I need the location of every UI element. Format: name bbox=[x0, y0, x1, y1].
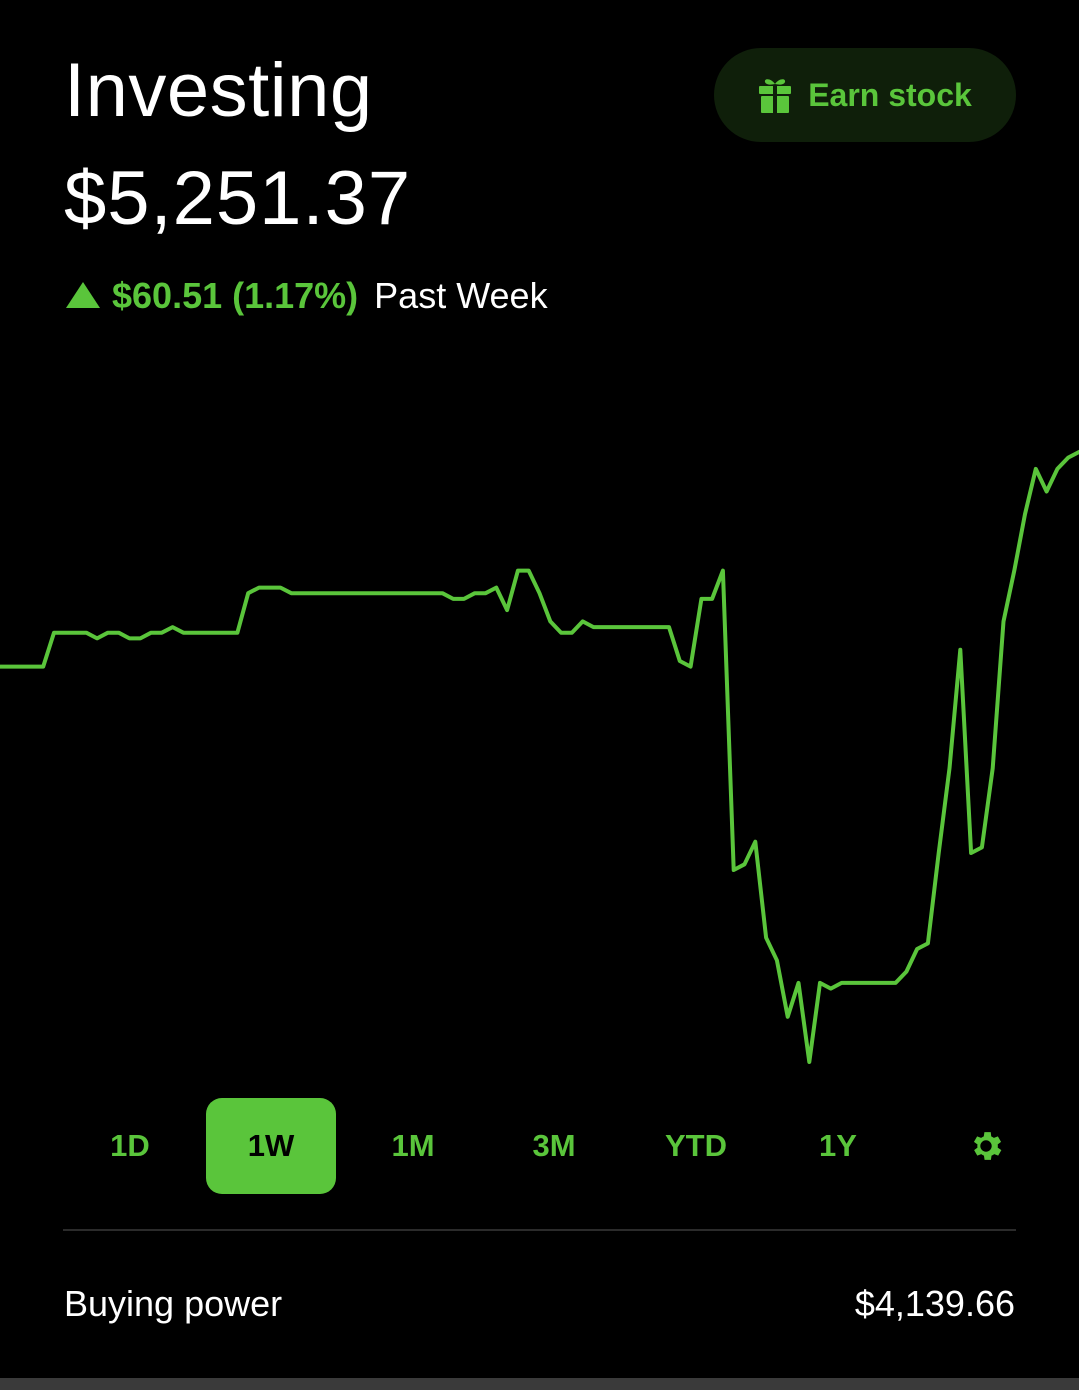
bottom-bar bbox=[0, 1378, 1079, 1390]
gear-icon bbox=[973, 1132, 1002, 1160]
gift-icon bbox=[759, 79, 792, 113]
range-1y[interactable]: 1Y bbox=[819, 1128, 857, 1163]
range-ytd[interactable]: YTD bbox=[665, 1128, 727, 1163]
change-period: Past Week bbox=[374, 275, 548, 316]
range-3m[interactable]: 3M bbox=[532, 1128, 576, 1163]
portfolio-chart[interactable] bbox=[0, 330, 1079, 1090]
portfolio-line bbox=[0, 450, 1079, 1064]
divider bbox=[63, 1229, 1016, 1231]
time-range-selector: 1D 1W 1M 3M YTD 1Y bbox=[60, 1098, 1020, 1194]
earn-stock-label: Earn stock bbox=[808, 76, 972, 113]
range-1m[interactable]: 1M bbox=[391, 1128, 435, 1163]
range-1d[interactable]: 1D bbox=[110, 1128, 150, 1163]
chart-settings-button[interactable] bbox=[966, 1098, 1006, 1194]
portfolio-value: $5,251.37 bbox=[64, 156, 412, 241]
buying-power-value[interactable]: $4,139.66 bbox=[854, 1283, 1015, 1324]
buying-power-label[interactable]: Buying power bbox=[64, 1283, 283, 1324]
change-amount: $60.51 (1.17%) bbox=[112, 275, 359, 316]
up-arrow-icon bbox=[66, 282, 100, 308]
portfolio-change: $60.51 (1.17%) Past Week bbox=[66, 272, 548, 320]
page-title: Investing bbox=[64, 48, 373, 133]
range-1w[interactable]: 1W bbox=[206, 1098, 336, 1194]
earn-stock-button[interactable]: Earn stock bbox=[714, 48, 1016, 142]
